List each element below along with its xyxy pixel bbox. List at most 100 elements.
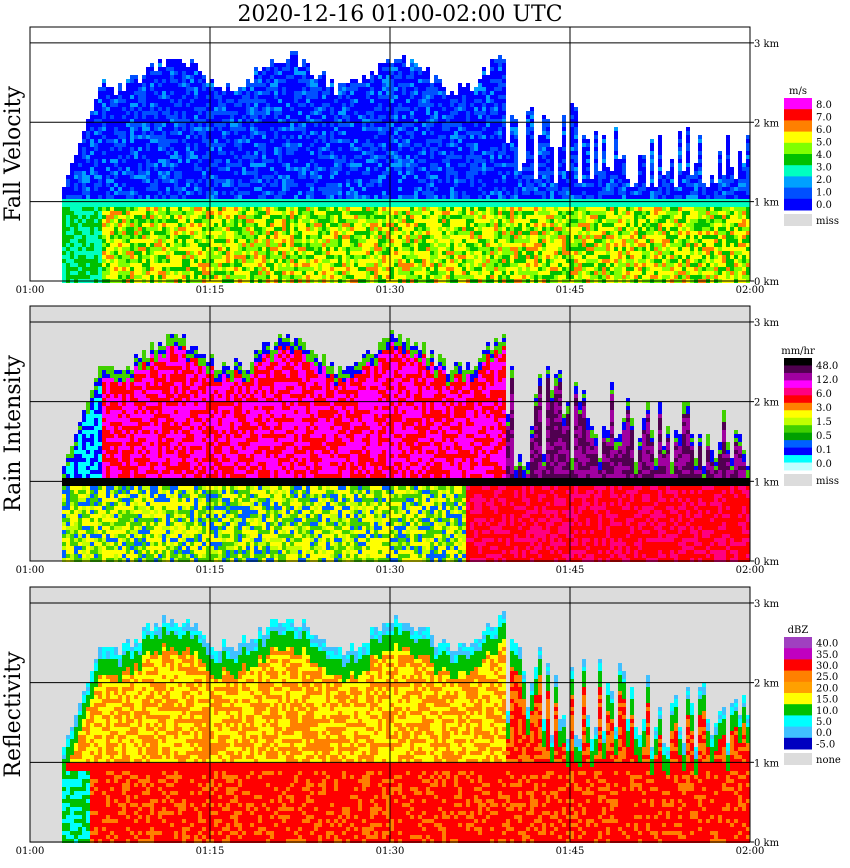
time-tick-label: 01:15 — [196, 565, 225, 576]
legend-swatch — [784, 433, 812, 441]
time-tick-label: 01:00 — [16, 846, 45, 857]
time-tick-label: 02:00 — [736, 565, 765, 576]
legend-swatch — [784, 403, 812, 411]
legend-label: 0.0 — [816, 728, 832, 739]
time-tick-label: 01:30 — [376, 846, 405, 857]
legend-label: 48.0 — [816, 361, 838, 372]
legend-swatch — [784, 727, 812, 739]
legend-swatch — [784, 380, 812, 388]
legend-label: 0.5 — [816, 431, 832, 442]
legend-swatch — [784, 648, 812, 660]
color-legend: m/s 8.0 7.06.0 5.04.03.0 2.01.0 0.0 miss — [784, 86, 839, 227]
legend-swatch — [784, 637, 812, 649]
legend-label: 40.0 — [816, 639, 838, 650]
panel-ylabel: Fall Velocity — [1, 86, 26, 222]
legend-swatch — [784, 455, 812, 463]
legend-label: 12.0 — [816, 375, 838, 386]
legend-swatch — [784, 358, 812, 366]
legend-swatch — [784, 373, 812, 381]
legend-label: 1.0 — [816, 187, 832, 198]
legend-swatch — [784, 693, 812, 705]
legend-swatch — [784, 109, 812, 121]
time-tick-label: 01:15 — [196, 846, 225, 857]
legend-label: 15.0 — [816, 695, 838, 706]
time-tick-label: 01:45 — [556, 565, 585, 576]
legend-missing-label: miss — [816, 476, 839, 487]
height-tick-label: 1 km — [754, 198, 780, 209]
legend-label: 0.0 — [816, 200, 832, 211]
legend-label: 2.0 — [816, 175, 832, 186]
legend-swatch — [784, 410, 812, 418]
legend-swatch — [784, 418, 812, 426]
legend-swatch — [784, 132, 812, 144]
legend-label: 6.0 — [816, 125, 832, 136]
legend-missing-label: none — [816, 755, 841, 766]
height-tick-label: 2 km — [754, 118, 780, 129]
legend-swatch — [784, 715, 812, 727]
height-tick-label: 1 km — [754, 477, 780, 488]
legend-label: 8.0 — [816, 100, 832, 111]
time-tick-label: 01:15 — [196, 285, 225, 296]
color-legend: dBZ40.035.030.025.020.015.010.05.00.0-5.… — [784, 625, 841, 766]
legend-swatch — [784, 659, 812, 671]
legend-missing-swatch — [784, 214, 812, 226]
legend-swatch — [784, 188, 812, 200]
legend-swatch — [784, 395, 812, 403]
legend-swatch — [784, 448, 812, 456]
legend-swatch — [784, 738, 812, 750]
legend-label: 0.0 — [816, 459, 832, 470]
legend-unit: mm/hr — [781, 346, 815, 357]
legend-swatch — [784, 425, 812, 433]
legend-swatch — [784, 682, 812, 694]
legend-unit: dBZ — [788, 625, 809, 636]
legend-swatch — [784, 671, 812, 683]
legend-swatch — [784, 365, 812, 373]
legend-label: 3.0 — [816, 162, 832, 173]
time-tick-label: 01:00 — [16, 565, 45, 576]
legend-swatch — [784, 463, 812, 471]
time-tick-label: 01:00 — [16, 285, 45, 296]
legend-label: 4.0 — [816, 150, 832, 161]
legend-label: 35.0 — [816, 650, 838, 661]
legend-unit: m/s — [789, 86, 807, 97]
legend-label: 0.1 — [816, 445, 832, 456]
legend-swatch — [784, 199, 812, 211]
panel-ylabel: Rain Intensity — [1, 354, 26, 511]
legend-swatch — [784, 143, 812, 155]
legend-missing-swatch — [784, 474, 812, 486]
legend-swatch — [784, 704, 812, 716]
legend-label: 5.0 — [816, 138, 832, 149]
time-tick-label: 02:00 — [736, 285, 765, 296]
height-tick-label: 3 km — [754, 318, 780, 329]
legend-label: 10.0 — [816, 706, 838, 717]
legend-label: 1.5 — [816, 417, 832, 428]
time-tick-label: 01:45 — [556, 846, 585, 857]
time-tick-label: 01:30 — [376, 565, 405, 576]
legend-label: 3.0 — [816, 403, 832, 414]
legend-missing-label: miss — [816, 216, 839, 227]
legend-swatch — [784, 98, 812, 110]
time-tick-label: 01:30 — [376, 285, 405, 296]
legend-swatch — [784, 176, 812, 188]
legend-swatch — [784, 440, 812, 448]
height-tick-label: 2 km — [754, 398, 780, 409]
legend-swatch — [784, 388, 812, 396]
legend-label: 25.0 — [816, 672, 838, 683]
height-tick-label: 3 km — [754, 39, 780, 50]
panel-ylabel: Reflectivity — [1, 651, 26, 778]
legend-swatch — [784, 120, 812, 132]
height-tick-label: 2 km — [754, 679, 780, 690]
legend-missing-swatch — [784, 753, 812, 765]
legend-label: 20.0 — [816, 683, 838, 694]
legend-label: 5.0 — [816, 717, 832, 728]
legend-swatch — [784, 154, 812, 166]
legend-label: 7.0 — [816, 113, 832, 124]
legend-swatch — [784, 165, 812, 177]
legend-label: 30.0 — [816, 661, 838, 672]
legend-label: 6.0 — [816, 389, 832, 400]
